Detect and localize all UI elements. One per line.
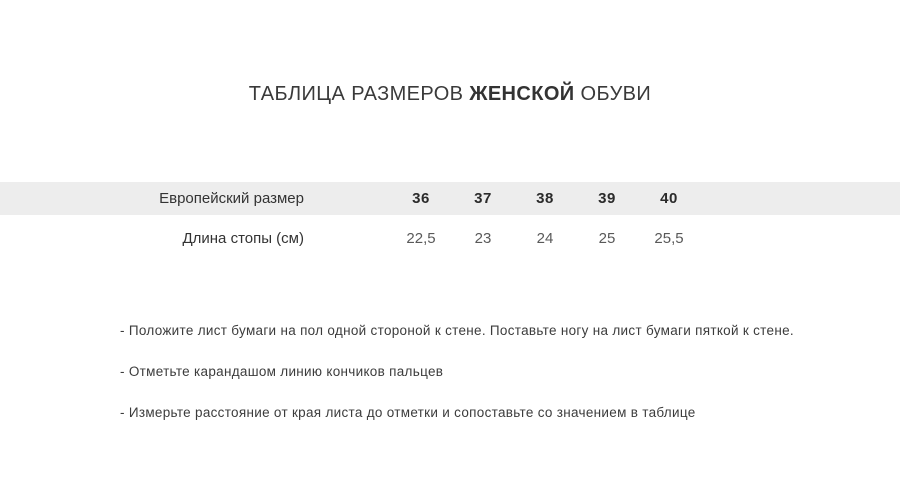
page-title: ТАБЛИЦА РАЗМЕРОВ ЖЕНСКОЙ ОБУВИ (0, 83, 900, 106)
size-value: 37 (474, 190, 492, 207)
table-row-european-size: Европейский размер 36 37 38 39 40 (0, 182, 900, 215)
instruction-line-1: - Положите лист бумаги на пол одной стор… (120, 323, 794, 338)
instruction-line-2: - Отметьте карандашом линию кончиков пал… (120, 364, 444, 379)
table-row-foot-length: Длина стопы (см) 22,5 23 24 25 25,5 (0, 215, 900, 262)
measurement-instructions: - Положите лист бумаги на пол одной стор… (120, 322, 794, 421)
size-value: 39 (598, 190, 616, 207)
size-value: 38 (536, 190, 554, 207)
size-table: Европейский размер 36 37 38 39 40 Длина … (0, 182, 900, 262)
size-value: 36 (412, 190, 430, 207)
instruction-line-3: - Измерьте расстояние от края листа до о… (120, 405, 696, 420)
length-value: 24 (536, 230, 554, 247)
title-prefix: ТАБЛИЦА РАЗМЕРОВ (248, 83, 470, 105)
length-value: 25 (598, 230, 616, 247)
title-highlight: ЖЕНСКОЙ (469, 83, 575, 105)
length-value: 22,5 (406, 230, 436, 247)
length-value: 25,5 (654, 230, 684, 247)
size-value: 40 (660, 190, 678, 207)
row-label-european-size: Европейский размер (159, 190, 304, 207)
row-label-foot-length: Длина стопы (см) (182, 230, 304, 247)
length-value: 23 (474, 230, 492, 247)
title-suffix: ОБУВИ (574, 83, 652, 105)
